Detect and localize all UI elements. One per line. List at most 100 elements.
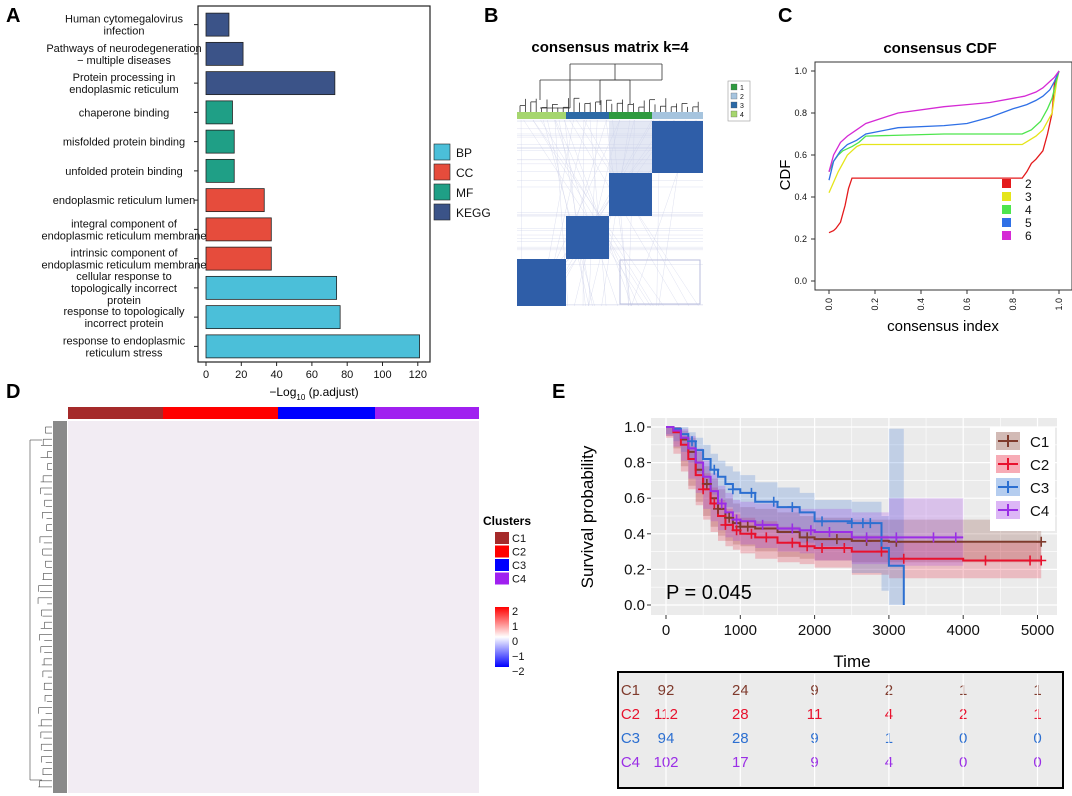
panel-a-category-label: cellular response to bbox=[76, 271, 171, 283]
panel-a-x-axis-label: −Log10 (p.adjust) bbox=[269, 385, 358, 402]
panel-a-bar bbox=[205, 334, 420, 359]
panel-c-legend-label: 3 bbox=[1025, 190, 1032, 204]
panel-c-legend-swatch bbox=[1002, 231, 1011, 240]
panel-a-x-tick-label: 80 bbox=[341, 369, 353, 381]
panel-a-category-label: intrinsic component of bbox=[71, 248, 179, 260]
panel-a-x-tick-label: 120 bbox=[409, 369, 427, 381]
panel-b-cluster-annotation bbox=[652, 112, 703, 119]
panel-d-cluster-annotation bbox=[68, 407, 163, 419]
panel-a-bar bbox=[205, 305, 341, 330]
panel-a-category-label: protein bbox=[107, 295, 141, 307]
panel-c-legend-swatch bbox=[1002, 179, 1011, 188]
panel-c-cdf-line-3 bbox=[828, 70, 1060, 194]
panel-b-faint-line bbox=[532, 119, 664, 307]
panel-b-legend-label: 1 bbox=[740, 85, 744, 92]
panel-a-frame bbox=[197, 5, 431, 363]
panel-a-bar bbox=[205, 275, 338, 300]
panel-a-category-label: Protein processing in bbox=[73, 72, 176, 84]
panel-a-bar bbox=[205, 188, 265, 213]
panel-a-bar bbox=[205, 12, 230, 37]
panel-label-d: D bbox=[6, 381, 20, 403]
panel-b-faint-line bbox=[542, 119, 595, 307]
panel-c-x-tick-label: 1.0 bbox=[1054, 298, 1064, 311]
panel-c-y-tick-label: 0.0 bbox=[794, 276, 807, 286]
panel-d-row-label-strip bbox=[53, 421, 67, 793]
panel-a-bar bbox=[205, 217, 272, 242]
panel-c-x-tick-label: 0.6 bbox=[962, 298, 972, 311]
panel-d-cluster-annotation bbox=[375, 407, 479, 419]
panel-a-category-label: − multiple diseases bbox=[77, 55, 171, 67]
panel-c-x-axis-label: consensus index bbox=[887, 318, 999, 335]
panel-b-faint-line bbox=[555, 119, 639, 307]
panel-label-b: B bbox=[484, 5, 498, 27]
panel-a-category-label: endoplasmic reticulum bbox=[69, 84, 178, 96]
panel-b-faint-line bbox=[523, 119, 646, 307]
panel-b-faint-line bbox=[554, 119, 619, 307]
panel-a-bar bbox=[205, 129, 235, 154]
panel-label-c: C bbox=[778, 5, 792, 27]
panel-d-heatmap-background bbox=[68, 421, 479, 793]
panel-a-legend-swatch bbox=[433, 183, 451, 201]
panel-b-title: consensus matrix k=4 bbox=[531, 39, 689, 56]
panel-a-category-label: incorrect protein bbox=[85, 318, 164, 330]
panel-a-category-label: response to topologically bbox=[63, 306, 185, 318]
panel-c-legend-swatch bbox=[1002, 205, 1011, 214]
panel-b-faint-line bbox=[588, 119, 598, 307]
panel-a-category-label: reticulum stress bbox=[85, 347, 163, 359]
panel-a-legend-label: MF bbox=[456, 186, 473, 200]
panel-b-faint-line bbox=[558, 119, 593, 307]
panel-a-category-label: endoplasmic reticulum lumen bbox=[53, 195, 195, 207]
panel-a-bar bbox=[205, 41, 244, 66]
panel-a-bar bbox=[205, 71, 336, 96]
panel-a-category-label: endoplasmic reticulum membrane bbox=[41, 260, 206, 272]
panel-label-a: A bbox=[6, 5, 20, 27]
panel-b-consensus-block bbox=[566, 216, 609, 259]
panel-a-legend-swatch bbox=[433, 143, 451, 161]
panel-a-bar bbox=[205, 100, 233, 125]
panel-b-faint-block bbox=[609, 121, 652, 173]
panel-a-legend-swatch bbox=[433, 203, 451, 221]
panel-b-legend-swatch bbox=[730, 92, 738, 100]
panel-a-x-tick-label: 40 bbox=[270, 369, 282, 381]
panel-a-legend-label: KEGG bbox=[456, 206, 491, 220]
panel-a-legend-swatch bbox=[433, 163, 451, 181]
panel-label-e: E bbox=[552, 381, 565, 403]
panel-c-y-tick-label: 0.6 bbox=[794, 150, 807, 160]
panel-a-x-tick-label: 20 bbox=[235, 369, 247, 381]
panel-b-cluster-annotation bbox=[609, 112, 652, 119]
panel-b-consensus-block bbox=[609, 173, 652, 216]
panel-c-y-tick-label: 0.4 bbox=[794, 192, 807, 202]
panel-a-legend-label: BP bbox=[456, 146, 472, 160]
panel-c-legend-swatch bbox=[1002, 218, 1011, 227]
panel-a-legend-label: CC bbox=[456, 166, 474, 180]
panel-b-cluster-annotation bbox=[566, 112, 609, 119]
panel-b-legend-label: 3 bbox=[740, 103, 744, 110]
panel-c-y-tick-label: 0.8 bbox=[794, 108, 807, 118]
panel-c-y-axis-label: CDF bbox=[777, 160, 794, 191]
panel-c-x-tick-label: 0.2 bbox=[870, 298, 880, 311]
panel-c-x-tick-label: 0.4 bbox=[916, 298, 926, 311]
panel-d-cluster-annotation bbox=[278, 407, 375, 419]
panel-b-legend-label: 4 bbox=[740, 112, 744, 119]
panel-a-category-label: chaperone binding bbox=[79, 107, 170, 119]
panel-d-cluster-annotation bbox=[163, 407, 278, 419]
panel-a-bar bbox=[205, 158, 235, 183]
panel-c-cdf-line-4 bbox=[828, 70, 1060, 173]
panel-a-category-label: infection bbox=[104, 26, 145, 38]
panel-a-category-label: response to endoplasmic bbox=[63, 335, 186, 347]
panel-c-frame bbox=[814, 61, 1072, 291]
panel-a-bar bbox=[205, 246, 272, 271]
panel-b-consensus-block bbox=[517, 259, 566, 306]
panel-c-legend-label: 6 bbox=[1025, 229, 1032, 243]
panel-c-x-tick-label: 0.8 bbox=[1008, 298, 1018, 311]
panel-a-x-tick-label: 100 bbox=[373, 369, 391, 381]
panel-b-consensus-matrix: consensus matrix k=4 1 2 3 4 bbox=[517, 39, 751, 307]
panel-a-category-label: misfolded protein binding bbox=[63, 137, 185, 149]
panel-c-title: consensus CDF bbox=[883, 40, 996, 57]
panel-b-faint-block bbox=[619, 259, 701, 305]
panel-c-y-tick-label: 0.2 bbox=[794, 234, 807, 244]
panel-a-category-label: Pathways of neurodegeneration bbox=[46, 43, 201, 55]
